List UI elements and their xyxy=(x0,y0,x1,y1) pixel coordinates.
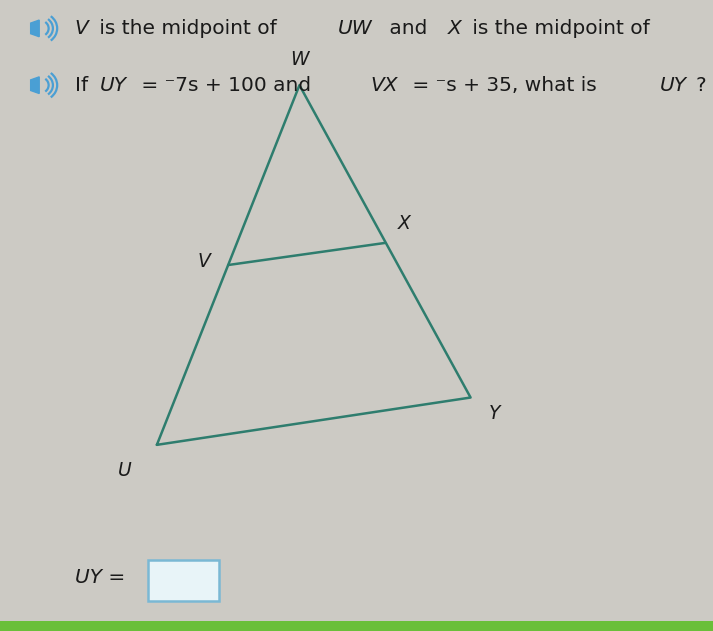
Text: UW: UW xyxy=(338,19,373,38)
Polygon shape xyxy=(31,20,39,37)
Text: and: and xyxy=(383,19,434,38)
Text: If: If xyxy=(75,76,94,95)
Bar xyxy=(0,621,713,631)
Text: is the midpoint of: is the midpoint of xyxy=(93,19,283,38)
Text: UY =: UY = xyxy=(75,568,131,587)
Text: UY: UY xyxy=(660,76,687,95)
Text: = ⁻s + 35, what is: = ⁻s + 35, what is xyxy=(406,76,603,95)
Polygon shape xyxy=(31,77,39,93)
FancyBboxPatch shape xyxy=(148,560,219,601)
Text: UY: UY xyxy=(100,76,127,95)
Text: is the midpoint of: is the midpoint of xyxy=(466,19,656,38)
Text: ?: ? xyxy=(695,76,706,95)
Text: X: X xyxy=(398,215,411,233)
Text: U: U xyxy=(118,461,132,480)
Text: VX: VX xyxy=(370,76,398,95)
Text: = ⁻7s + 100 and: = ⁻7s + 100 and xyxy=(135,76,317,95)
Text: WY: WY xyxy=(711,19,713,38)
Text: V: V xyxy=(198,252,210,271)
Text: W: W xyxy=(290,50,309,69)
Text: X: X xyxy=(448,19,462,38)
Text: UY =: UY = xyxy=(75,568,131,587)
Text: Y: Y xyxy=(488,404,500,423)
Text: V: V xyxy=(75,19,88,38)
